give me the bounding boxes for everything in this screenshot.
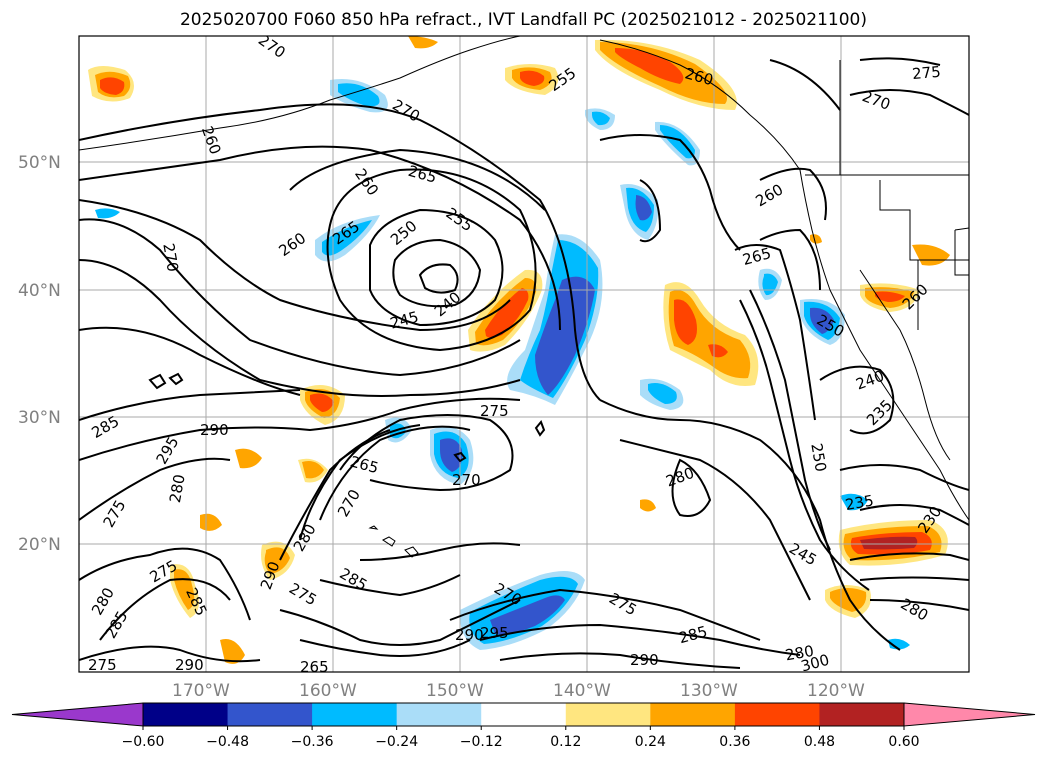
colorbar-tick-label: −0.24: [375, 734, 418, 750]
coastlines: [79, 36, 969, 558]
colorbar-tick-label: 0.12: [550, 734, 581, 750]
colorbar-segment: [734, 703, 820, 726]
contour-label: 235: [844, 491, 875, 514]
colorbar-tick-label: 0.36: [719, 734, 750, 750]
contour-label: 280: [166, 473, 189, 504]
contour-label: 250: [807, 442, 830, 473]
lon-label: 170°W: [172, 681, 230, 701]
colorbar-segment: [565, 703, 651, 726]
colorbar-segment: [227, 703, 313, 726]
lon-label: 140°W: [553, 681, 611, 701]
colorbar-extend-max: [903, 702, 1036, 727]
lat-label: 20°N: [18, 535, 61, 555]
colorbar-border: [142, 702, 905, 727]
lon-label: 160°W: [299, 681, 357, 701]
contour-label: 280: [784, 642, 815, 665]
contour-label: 275: [480, 402, 509, 420]
lon-label: 130°W: [680, 681, 738, 701]
colorbar-tick-label: 0.24: [635, 734, 666, 750]
colorbar-tick-label: −0.48: [206, 734, 249, 750]
map-title: 2025020700 F060 850 hPa refract., IVT La…: [179, 10, 867, 30]
contour-label: 270: [159, 242, 182, 273]
colorbar-segment: [143, 703, 229, 726]
colorbar-tick-label: −0.12: [460, 734, 503, 750]
contour-label: 290: [175, 656, 204, 674]
colorbar-tick-label: −0.36: [291, 734, 334, 750]
colorbar-segment: [819, 703, 905, 726]
contour-label: 290: [200, 421, 229, 439]
colorbar-segment: [650, 703, 736, 726]
map-border: [78, 35, 970, 673]
lat-label: 40°N: [18, 281, 61, 301]
contour-label: 275: [88, 656, 117, 674]
contour-label: 270: [452, 471, 481, 489]
contour-label: 265: [300, 658, 329, 676]
contour-label: 290: [455, 626, 484, 644]
latitude-labels: 50°N 40°N 30°N 20°N: [18, 153, 61, 555]
lat-label: 30°N: [18, 408, 61, 428]
contour-label: 295: [480, 624, 509, 642]
colorbar-segment: [312, 703, 398, 726]
contour-label: 300: [799, 651, 831, 676]
colorbar-extend-min: [11, 702, 144, 727]
refractivity-contours: [79, 57, 969, 669]
lon-label: 150°W: [426, 681, 484, 701]
lon-label: 120°W: [807, 681, 865, 701]
colorbar-tick-label: 0.48: [804, 734, 835, 750]
colorbar-segment: [396, 703, 482, 726]
colorbar: −0.60 −0.48 −0.36 −0.24 −0.12 0.12 0.24 0.36 0.4…: [11, 702, 1036, 750]
contour-label: 290: [630, 651, 659, 669]
colorbar-segment: [481, 703, 567, 726]
colorbar-tick-label: 0.60: [888, 734, 919, 750]
lat-label: 50°N: [18, 153, 61, 173]
colorbar-tick-label: −0.60: [122, 734, 165, 750]
longitude-labels: 170°W 160°W 150°W 140°W 130°W 120°W: [172, 681, 865, 701]
contour-label: 275: [911, 63, 941, 83]
contour-labels: 270 260 270 255 260 275 270 265 260 265 …: [88, 36, 945, 676]
